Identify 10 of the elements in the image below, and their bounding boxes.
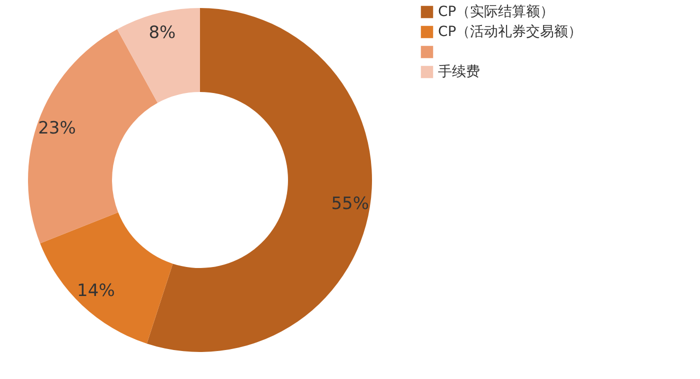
legend-label: 手续费 bbox=[438, 64, 480, 80]
legend-label: CP（活动礼券交易额） bbox=[438, 24, 582, 40]
donut-slice bbox=[146, 8, 372, 352]
donut-slice bbox=[117, 8, 200, 103]
data-label: 23% bbox=[38, 118, 76, 139]
legend-label: CP（实际结算额） bbox=[438, 4, 554, 20]
data-label: 8% bbox=[148, 22, 176, 43]
data-label: 55% bbox=[331, 194, 370, 214]
data-label: 14% bbox=[77, 280, 115, 301]
donut-slice bbox=[40, 212, 173, 344]
